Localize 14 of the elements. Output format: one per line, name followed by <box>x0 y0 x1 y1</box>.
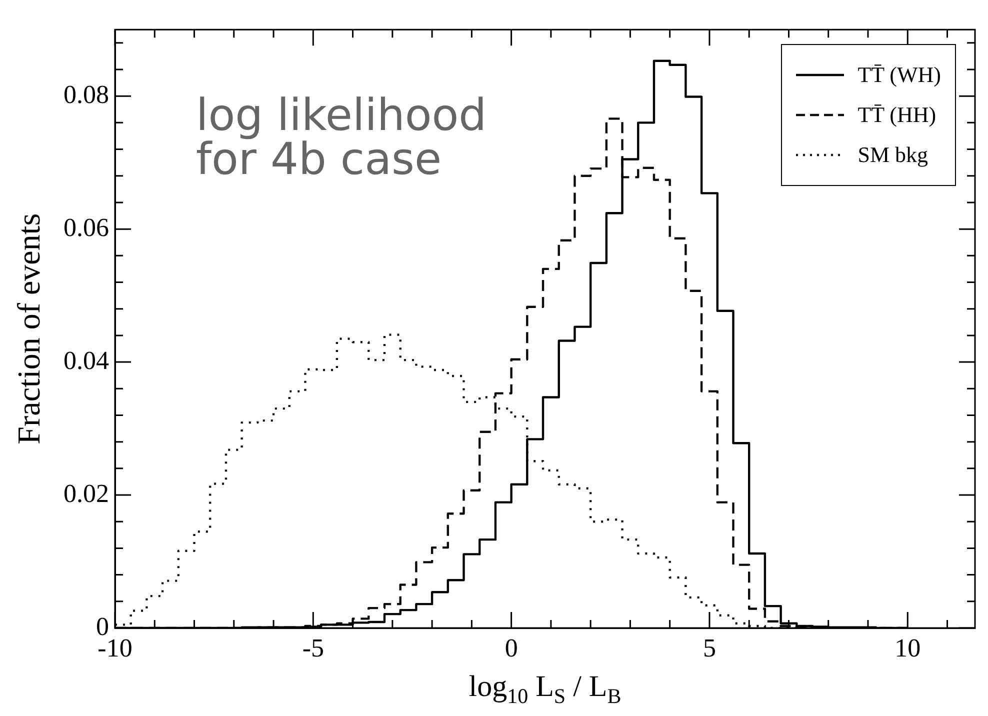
legend-label: TT̄ (HH) <box>858 102 936 128</box>
x-tick-label: 0 <box>504 633 518 662</box>
x-tick-label: -5 <box>302 633 324 662</box>
annotation: log likelihood for 4b case <box>196 90 488 185</box>
y-tick-label: 0.08 <box>64 80 109 109</box>
y-tick-label: 0.02 <box>64 478 109 508</box>
x-tick-label: 10 <box>894 633 921 662</box>
y-axis-title: Fraction of events <box>10 213 47 444</box>
y-tick-label: 0.04 <box>64 346 109 375</box>
x-tick-label: 5 <box>702 633 716 662</box>
legend-label: TT̄ (WH) <box>858 62 941 88</box>
legend-label: SM bkg <box>858 142 928 168</box>
y-tick-label: 0.06 <box>64 212 109 242</box>
y-tick-label: 0 <box>96 612 109 641</box>
